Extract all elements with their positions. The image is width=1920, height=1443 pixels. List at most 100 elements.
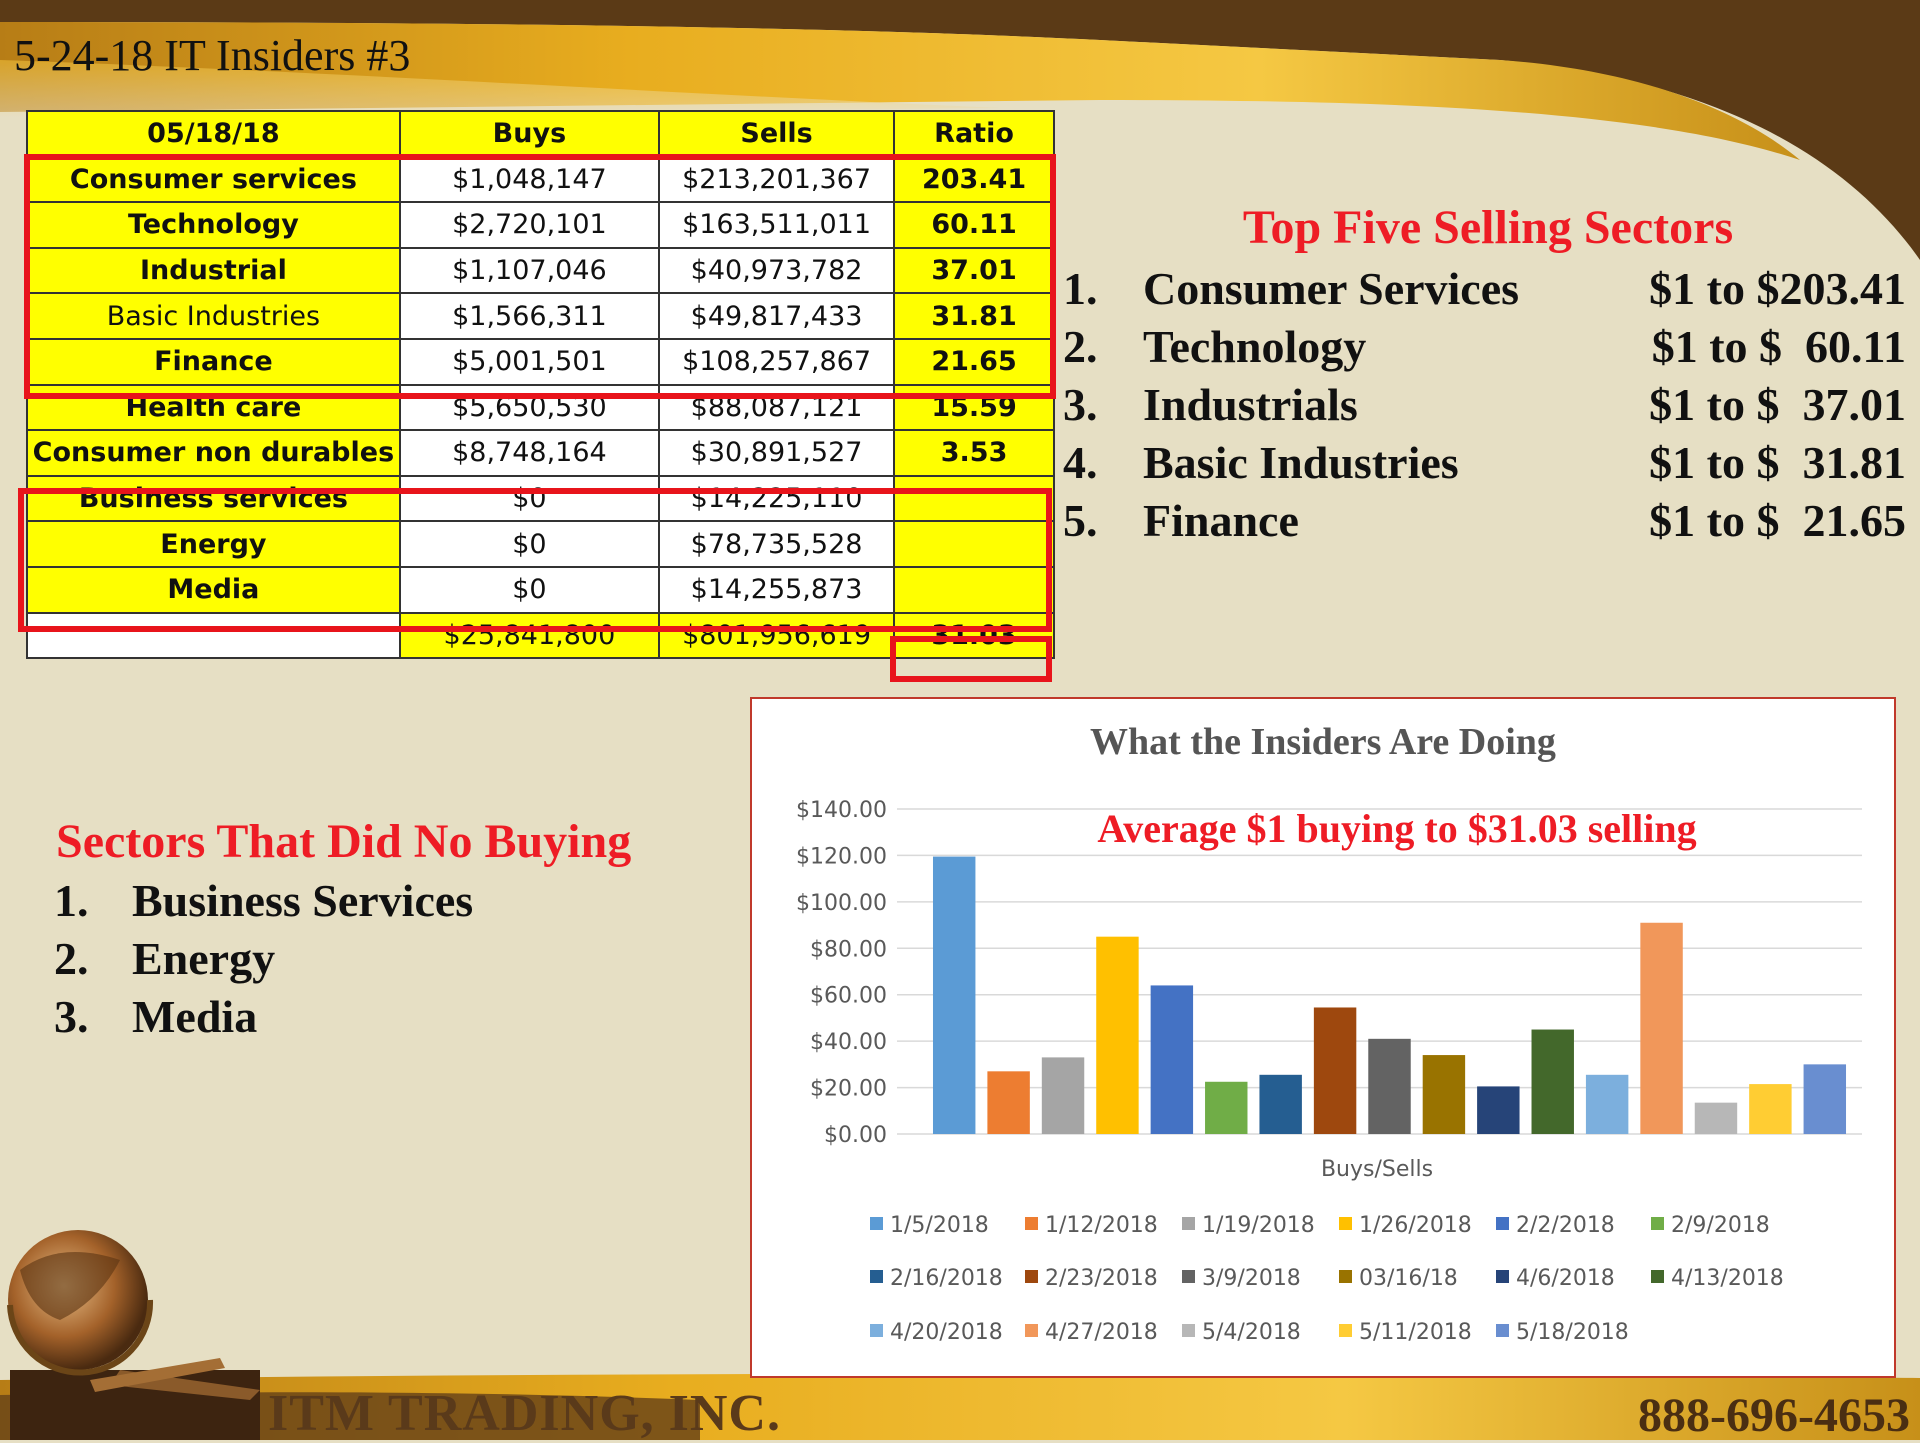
list-item-number: 1. bbox=[54, 875, 89, 926]
top-five-list: 1. Consumer Services $1 to $203.41 2. Te… bbox=[1063, 262, 1906, 552]
table-cell-ratio: 31.81 bbox=[893, 292, 1055, 340]
table-cell-sector: Consumer non durables bbox=[26, 429, 401, 477]
chart-legend-swatch bbox=[1651, 1217, 1664, 1230]
chart-legend-label: 1/5/2018 bbox=[890, 1213, 989, 1238]
list-item: 4. Basic Industries $1 to $ 31.81 bbox=[1063, 436, 1906, 494]
table-cell-ratio bbox=[893, 565, 1055, 614]
table-row: Energy $0 $78,735,528 bbox=[26, 520, 1055, 568]
chart-legend-label: 2/16/2018 bbox=[890, 1266, 1003, 1291]
list-item-number: 2. bbox=[54, 933, 89, 984]
table-cell-ratio: 21.65 bbox=[893, 337, 1055, 386]
chart-legend-label: 1/19/2018 bbox=[1202, 1213, 1315, 1238]
table-header-date: 05/18/18 bbox=[26, 110, 401, 158]
chart-legend-swatch bbox=[1339, 1270, 1352, 1283]
list-item-label: Energy bbox=[132, 933, 276, 984]
no-buying-highlight-frame bbox=[18, 488, 1052, 632]
list-item-number: 1. bbox=[1063, 263, 1098, 314]
list-item: 3. Industrials $1 to $ 37.01 bbox=[1063, 378, 1906, 436]
list-item-value: $1 to $ 37.01 bbox=[1649, 379, 1906, 430]
table-row: Media $0 $14,255,873 bbox=[26, 565, 1055, 614]
chart-bar bbox=[987, 1071, 1030, 1134]
list-item: 1. Consumer Services $1 to $203.41 bbox=[1063, 262, 1906, 320]
top-five-title: Top Five Selling Sectors bbox=[1242, 201, 1734, 254]
table-cell-sector: Industrial bbox=[26, 246, 401, 295]
chart-legend-label: 4/6/2018 bbox=[1516, 1266, 1615, 1291]
list-item: 2. Technology $1 to $ 60.11 bbox=[1063, 320, 1906, 378]
list-item-label: Business Services bbox=[132, 875, 474, 926]
table-cell-buys: $0 bbox=[398, 474, 661, 523]
top-five-highlight-frame bbox=[24, 154, 1056, 399]
chart-bar bbox=[1205, 1081, 1248, 1134]
table-row: Consumer non durables $8,748,164 $30,891… bbox=[26, 429, 1055, 477]
table-cell-sector: Finance bbox=[26, 337, 401, 386]
table-cell-sells: $40,973,782 bbox=[658, 246, 896, 295]
list-item-label: Technology bbox=[1143, 321, 1367, 372]
chart-legend-label: 5/11/2018 bbox=[1359, 1320, 1472, 1345]
chart-y-tick-label: $100.00 bbox=[796, 891, 887, 916]
list-item: 5. Finance $1 to $ 21.65 bbox=[1063, 494, 1906, 552]
chart-y-tick-label: $40.00 bbox=[810, 1030, 887, 1055]
table-cell-buys: $1,566,311 bbox=[398, 292, 661, 340]
chart-annotation: Average $1 buying to $31.03 selling bbox=[1097, 806, 1696, 851]
no-buying-list: 1. Business Services 2. Energy 3. Media bbox=[54, 874, 654, 1048]
chart-bar bbox=[1368, 1038, 1411, 1134]
chart-bar bbox=[1531, 1029, 1574, 1134]
footer-phone: 888-696-4653 bbox=[1638, 1389, 1910, 1442]
list-item-value: $1 to $ 21.65 bbox=[1649, 495, 1906, 546]
chart-bar bbox=[1150, 985, 1194, 1134]
list-item-label: Consumer Services bbox=[1143, 263, 1520, 314]
chart-legend-swatch bbox=[1496, 1217, 1509, 1230]
chart-y-tick-label: $80.00 bbox=[810, 937, 887, 962]
table-cell-buys: $5,650,530 bbox=[398, 383, 661, 432]
chart-legend-swatch bbox=[1496, 1324, 1509, 1337]
chart-legend-label: 5/4/2018 bbox=[1202, 1320, 1301, 1345]
table-header-ratio: Ratio bbox=[893, 110, 1055, 158]
table-row: Finance $5,001,501 $108,257,867 21.65 bbox=[26, 337, 1055, 386]
chart-legend-label: 3/9/2018 bbox=[1202, 1266, 1301, 1291]
chart-y-tick-label: $20.00 bbox=[810, 1077, 887, 1102]
table-cell-ratio: 3.53 bbox=[893, 429, 1055, 477]
table-cell-ratio: 203.41 bbox=[893, 155, 1055, 204]
list-item-number: 2. bbox=[1063, 321, 1098, 372]
table-header-row: 05/18/18 Buys Sells Ratio bbox=[26, 110, 1055, 158]
table-cell-sector: Media bbox=[26, 565, 401, 614]
table-row: Consumer services $1,048,147 $213,201,36… bbox=[26, 155, 1055, 204]
list-item-value: $1 to $ 60.11 bbox=[1651, 321, 1906, 372]
chart-bar bbox=[1041, 1057, 1085, 1134]
chart-y-tick-label: $60.00 bbox=[810, 984, 887, 1009]
chart-bar bbox=[1422, 1055, 1466, 1134]
chart-legend-swatch bbox=[1182, 1217, 1195, 1230]
chart-legend-label: 1/12/2018 bbox=[1045, 1213, 1158, 1238]
table-cell-sector: Basic Industries bbox=[26, 292, 401, 340]
list-item-label: Industrials bbox=[1143, 379, 1358, 430]
chart-legend-label: 2/23/2018 bbox=[1045, 1266, 1158, 1291]
sector-table: 05/18/18 Buys Sells Ratio Consumer servi… bbox=[26, 110, 1055, 660]
chart-legend-swatch bbox=[1025, 1324, 1038, 1337]
chart-legend-swatch bbox=[1182, 1270, 1195, 1283]
table-cell-sells: $163,511,011 bbox=[658, 201, 896, 249]
list-item-value: $1 to $203.41 bbox=[1649, 263, 1906, 314]
chart-legend-label: 03/16/18 bbox=[1359, 1266, 1458, 1291]
table-cell-buys: $2,720,101 bbox=[398, 201, 661, 249]
table-cell-buys: $0 bbox=[398, 565, 661, 614]
table-cell-buys: $8,748,164 bbox=[398, 429, 661, 477]
insiders-chart: What the Insiders Are Doing $0.00 $20.00 $4… bbox=[750, 697, 1896, 1378]
chart-legend-swatch bbox=[1182, 1324, 1195, 1337]
list-item-number: 3. bbox=[1063, 379, 1098, 430]
chart-bar bbox=[1803, 1064, 1847, 1134]
table-cell-sells: $213,201,367 bbox=[658, 155, 896, 204]
chart-bar bbox=[1096, 936, 1139, 1134]
chart-legend-label: 4/13/2018 bbox=[1671, 1266, 1784, 1291]
list-item-label: Finance bbox=[1143, 495, 1299, 546]
table-header-buys: Buys bbox=[398, 110, 661, 158]
chart-legend-swatch bbox=[1025, 1270, 1038, 1283]
chart-bar bbox=[1749, 1084, 1792, 1134]
table-total-buys: $25,841,800 bbox=[398, 611, 661, 660]
chart-bar bbox=[932, 856, 976, 1134]
chart-x-axis-label: Buys/Sells bbox=[1321, 1157, 1433, 1182]
table-cell-buys: $5,001,501 bbox=[398, 337, 661, 386]
slide-title: 5-24-18 IT Insiders #3 bbox=[14, 31, 411, 80]
table-total-sells: $801,956,619 bbox=[658, 611, 896, 660]
chart-y-tick-label: $140.00 bbox=[796, 798, 887, 823]
list-item-value: $1 to $ 31.81 bbox=[1649, 437, 1906, 488]
